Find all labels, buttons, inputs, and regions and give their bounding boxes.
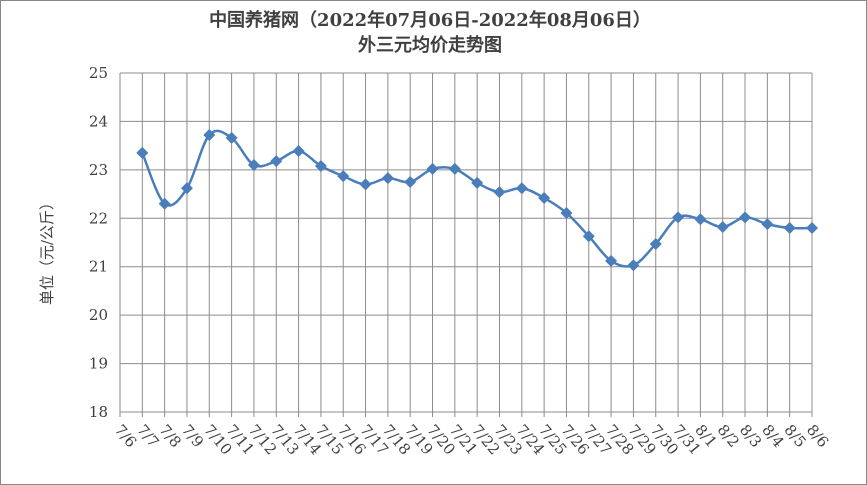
marker <box>359 178 372 191</box>
marker <box>404 175 417 188</box>
marker <box>136 146 149 159</box>
marker <box>314 159 327 172</box>
marker <box>627 259 640 272</box>
marker <box>694 213 707 226</box>
chart-subtitle: 外三元均价走势图 <box>358 34 502 56</box>
y-tick-label: 24 <box>89 112 108 130</box>
marker <box>739 211 752 224</box>
marker <box>426 162 439 175</box>
y-tick-label: 22 <box>89 209 108 227</box>
y-tick-label: 19 <box>89 355 108 373</box>
marker <box>783 221 796 234</box>
marker <box>292 144 305 157</box>
marker <box>448 162 461 175</box>
marker <box>247 159 260 172</box>
chart-title: 中国养猪网（2022年07月06日-2022年08月06日） <box>209 9 651 31</box>
y-tick-label: 25 <box>89 64 108 82</box>
marker <box>649 237 662 250</box>
marker <box>337 170 350 183</box>
marker <box>203 128 216 141</box>
marker <box>538 191 551 204</box>
marker <box>493 186 506 199</box>
marker <box>560 206 573 219</box>
marker <box>605 254 618 267</box>
marker <box>515 182 528 195</box>
marker <box>158 197 171 210</box>
y-tick-label: 20 <box>89 306 108 324</box>
y-axis-label: 单位（元/公斤） <box>38 195 56 305</box>
marker <box>471 176 484 189</box>
marker <box>672 211 685 224</box>
marker <box>225 131 238 144</box>
y-tick-label: 21 <box>89 258 108 276</box>
y-tick-label: 23 <box>89 161 108 179</box>
marker <box>270 155 283 168</box>
marker <box>381 172 394 185</box>
marker <box>761 218 774 231</box>
marker <box>716 221 729 234</box>
marker <box>582 230 595 243</box>
y-tick-label: 18 <box>89 403 108 421</box>
marker <box>180 182 193 195</box>
marker <box>806 221 818 234</box>
